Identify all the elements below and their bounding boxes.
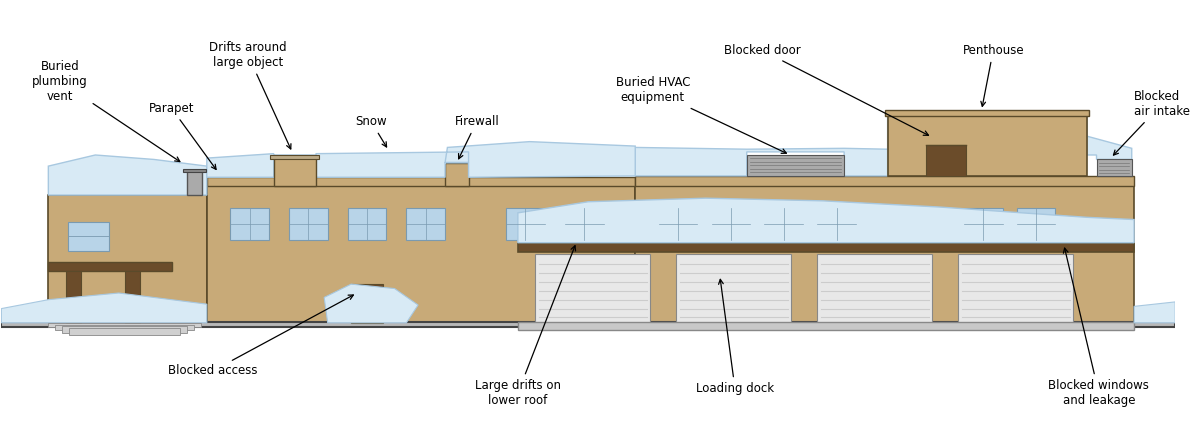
Polygon shape [518,243,1134,252]
Polygon shape [888,115,1087,176]
Bar [70,328,180,335]
Text: Firewall: Firewall [455,115,499,159]
Text: Snow: Snow [355,115,386,147]
Polygon shape [518,198,1134,243]
Polygon shape [274,158,316,186]
Polygon shape [1134,302,1175,323]
Bar [68,222,109,251]
Bar [230,207,269,240]
Polygon shape [206,186,635,323]
Polygon shape [445,163,468,186]
Text: Parapet: Parapet [149,102,216,169]
Polygon shape [635,186,1134,323]
Bar [1,322,1175,327]
Text: Drifts around
large object: Drifts around large object [209,41,290,149]
Bar [55,325,194,330]
Polygon shape [48,262,172,271]
Text: Blocked windows
and leakage: Blocked windows and leakage [1049,248,1150,407]
Bar [270,155,319,159]
Polygon shape [635,176,1134,186]
Bar [125,271,140,323]
Text: Loading dock: Loading dock [696,280,774,395]
Polygon shape [324,284,418,323]
Polygon shape [206,177,635,186]
Polygon shape [1,293,206,323]
Polygon shape [746,155,844,176]
Polygon shape [206,142,635,177]
Text: Buried HVAC
equipment: Buried HVAC equipment [616,77,786,153]
Bar [764,207,803,240]
Text: Buried
plumbing
vent: Buried plumbing vent [32,60,180,162]
Bar [184,169,205,172]
Bar [535,254,650,323]
Bar [964,207,1003,240]
Text: Large drifts on
lower roof: Large drifts on lower roof [475,246,576,407]
Bar [659,207,697,240]
Text: Penthouse: Penthouse [962,44,1024,106]
Bar [407,207,445,240]
Polygon shape [1097,159,1132,176]
Bar [565,207,604,240]
Polygon shape [48,155,206,195]
Bar [62,327,187,332]
Bar [677,254,791,323]
Bar [48,323,200,327]
Polygon shape [352,284,383,323]
Bar [817,207,856,240]
Bar [817,254,932,323]
Bar [506,207,545,240]
Polygon shape [48,195,206,323]
Text: Blocked
air intake: Blocked air intake [1114,90,1190,155]
Text: Blocked door: Blocked door [724,44,929,135]
Bar [1016,207,1056,240]
Text: Blocked access: Blocked access [168,295,353,377]
Bar [518,322,1134,330]
Bar [886,110,1090,116]
Bar [187,171,202,195]
Bar [289,207,328,240]
Polygon shape [926,145,966,176]
Polygon shape [635,115,1132,176]
Bar [66,271,82,323]
Bar [348,207,386,240]
Bar [958,254,1073,323]
Bar [712,207,750,240]
